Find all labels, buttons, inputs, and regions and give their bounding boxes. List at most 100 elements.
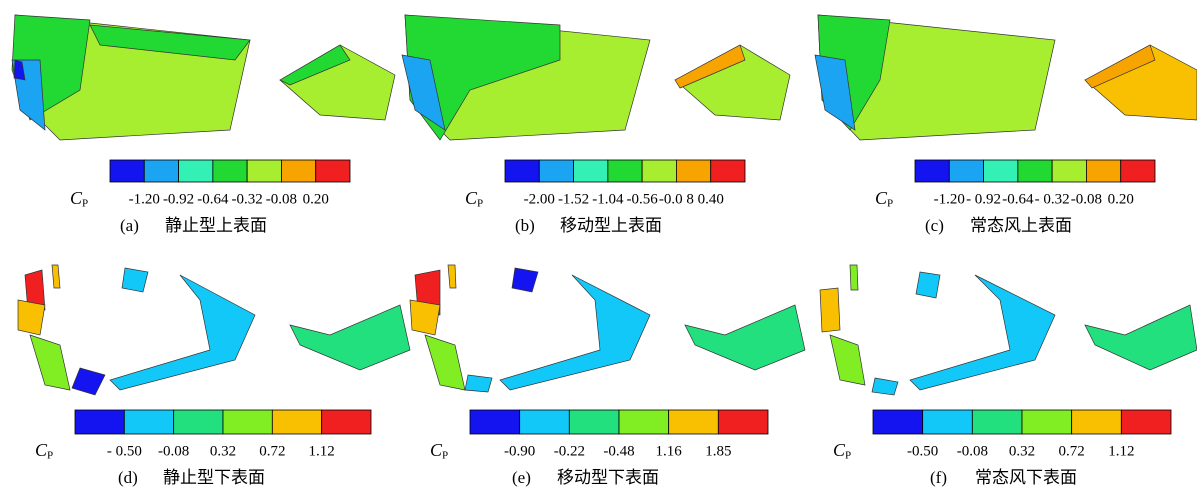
colorbar-segment <box>710 159 746 183</box>
colorbar-label: -0.08 <box>266 191 297 207</box>
colorbar-label: -0.92 <box>163 191 194 207</box>
colorbars: -1.20 -0.92 -0.64 -0.32 -0.08 0.20C P(a) 静止型上表面… <box>35 159 1172 487</box>
colorbar-label: 0.40 <box>698 191 724 207</box>
panel-label: (e) <box>512 468 531 487</box>
symbol: C <box>430 440 443 460</box>
colorbar-label: -0.90 <box>504 443 535 459</box>
colorbar-label: -0.32 <box>232 191 263 207</box>
colorbar-segment <box>123 409 175 435</box>
colorbar-segment <box>1086 159 1122 183</box>
colorbar-label: -0.08 <box>158 443 189 459</box>
colorbar-segment <box>971 409 1023 435</box>
colorbar-segment <box>676 159 712 183</box>
panel: -1.20- 0.92 -0.64- 0.32 -0.08 0.20 C P (c) 常态风上… <box>875 159 1156 235</box>
colorbar-segment <box>1120 409 1172 435</box>
colorbar-segment <box>668 409 719 435</box>
colorbar-segment <box>178 159 214 183</box>
colorbar-segment <box>222 409 273 435</box>
colorbar-segment <box>922 409 973 435</box>
colorbar-segment <box>914 159 950 183</box>
colorbar-label: -0.48 <box>603 443 634 459</box>
panel-caption: 移动型下表面 <box>557 468 659 487</box>
colorbar-label: 1.16 <box>656 443 683 459</box>
colorbar-segment <box>1021 409 1073 435</box>
colorbar-label: -1.52 <box>558 191 589 207</box>
colorbar-segment <box>469 409 521 435</box>
colorbar-segment <box>173 409 224 435</box>
colorbar-label: - 0.32 <box>1035 191 1070 207</box>
colorbar-segment <box>641 159 677 183</box>
contour-c <box>814 14 1197 141</box>
symbol-subscript: P <box>82 198 88 210</box>
panel-label: (a) <box>120 216 139 235</box>
panel-caption: 常态风上表面 <box>970 216 1072 235</box>
panel-label: (b) <box>515 216 535 235</box>
colorbar-label: -0.56 <box>627 191 659 207</box>
colorbar-segment <box>983 159 1019 183</box>
colorbar-label: -1.04 <box>592 191 624 207</box>
colorbar-segment <box>1051 159 1087 183</box>
colorbar-label: 0.72 <box>259 443 285 459</box>
symbol: C <box>70 188 83 208</box>
colorbar-label: 0.20 <box>1108 191 1134 207</box>
colorbar-label: -0.64 <box>1002 191 1034 207</box>
colorbar-label: - 0.50 <box>107 443 142 459</box>
panel: -1.20 -0.92 -0.64 -0.32 -0.08 0.20 C P (a) 静止型上表面 <box>70 159 351 235</box>
contour-b <box>401 14 791 141</box>
colorbar-label: -1.20 <box>934 191 965 207</box>
colorbar-segment <box>109 159 145 183</box>
colorbar-label: 1.12 <box>1108 443 1134 459</box>
colorbar-label: -0.0 8 <box>659 191 694 207</box>
symbol-subscript: P <box>887 198 893 210</box>
colorbar-segment <box>504 159 540 183</box>
contour-f <box>819 264 1197 396</box>
colorbar-label: -2.00 <box>524 191 555 207</box>
colorbar-label: -0.08 <box>957 443 988 459</box>
colorbar-segment <box>948 159 984 183</box>
panel: -2.00 -1.52 -1.04 -0.56 -0.0 8 0.40 C P (b) 移动型上表… <box>465 159 746 235</box>
colorbar-label: 0.20 <box>303 191 329 207</box>
panel-caption: 静止型上表面 <box>165 216 267 235</box>
panel-caption: 常态风下表面 <box>975 468 1077 487</box>
panel-caption: 移动型上表面 <box>560 216 662 235</box>
symbol-subscript: P <box>47 450 53 462</box>
panel: -0.90 -0.22 -0.48 1.16 1.85 C P (e) 移动型下表面 <box>430 409 769 487</box>
contour-d <box>17 264 411 396</box>
colorbar-label: 0.32 <box>210 443 236 459</box>
symbol-subscript: P <box>477 198 483 210</box>
symbol: C <box>833 440 846 460</box>
colorbar-label: -0.50 <box>907 443 938 459</box>
colorbar-label: 0.72 <box>1059 443 1085 459</box>
panel: -0.50 -0.08 0.32 0.72 1.12 C P (f) 常态风下表面 <box>833 409 1172 487</box>
colorbar-segment <box>519 409 570 435</box>
colorbar-segment <box>607 159 643 183</box>
colorbar-segment <box>321 409 372 435</box>
colorbar-label: -1.20 <box>129 191 160 207</box>
colorbar-segment <box>74 409 125 435</box>
colorbar-label: 1.85 <box>705 443 731 459</box>
colorbar-segment <box>1120 159 1156 183</box>
symbol: C <box>875 188 888 208</box>
colorbar-segment <box>538 159 574 183</box>
symbol: C <box>465 188 478 208</box>
colorbar-segment <box>281 159 317 183</box>
colorbar-segment <box>1071 409 1122 435</box>
panel-label: (f) <box>930 468 947 487</box>
panel-caption: 静止型下表面 <box>163 468 265 487</box>
colorbar-label: -0.22 <box>554 443 585 459</box>
panel-label: (d) <box>118 468 138 487</box>
colorbar-segment <box>212 159 248 183</box>
colorbar-segment <box>717 409 769 435</box>
contour-e <box>409 264 806 393</box>
colorbar-label: -0.08 <box>1071 191 1102 207</box>
symbol-subscript: P <box>845 450 851 462</box>
contour-a <box>11 14 396 141</box>
colorbar-segment <box>271 409 323 435</box>
colorbar-segment <box>568 409 620 435</box>
colorbar-segment <box>573 159 609 183</box>
colorbar-segment <box>618 409 670 435</box>
panel-label: (c) <box>925 216 944 235</box>
colorbar-label: - 0.92 <box>966 191 1001 207</box>
colorbar-label: 0.32 <box>1009 443 1035 459</box>
colorbar-label: 1.12 <box>309 443 335 459</box>
